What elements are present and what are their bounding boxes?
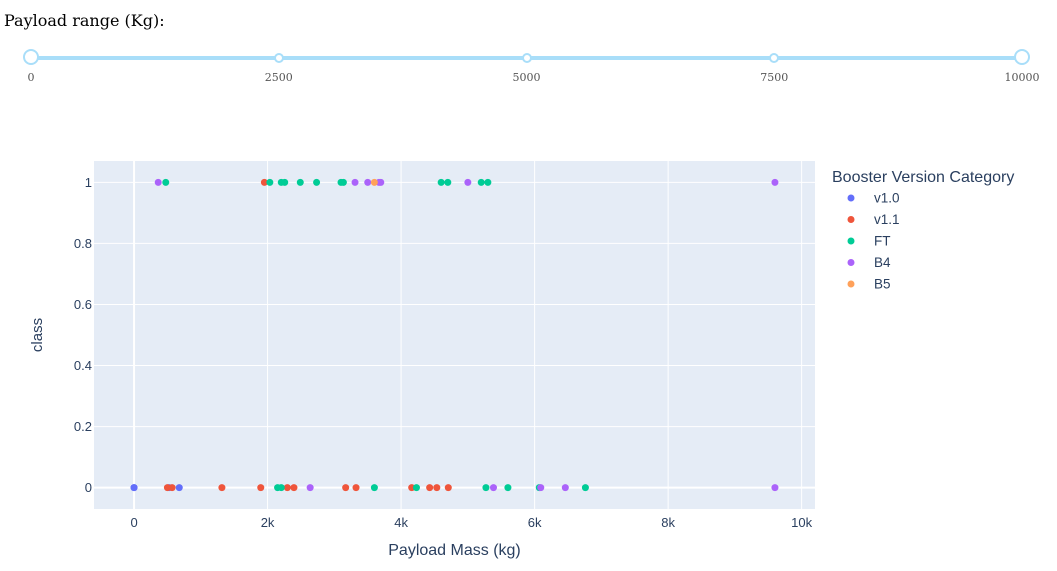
data-point [260, 178, 268, 186]
slider-mark-label[interactable]: 2500 [264, 71, 293, 84]
legend-marker [847, 259, 855, 266]
slider-mark-dot [521, 53, 532, 63]
data-point [257, 484, 265, 492]
legend-marker [847, 216, 855, 223]
slider-mark-label[interactable]: 0 [27, 71, 35, 84]
data-point [437, 178, 445, 186]
data-point [426, 484, 434, 492]
payload-range-label: Payload range (Kg): [4, 11, 165, 30]
data-point [412, 484, 420, 492]
data-point [464, 178, 472, 186]
data-point [165, 484, 173, 492]
data-point [535, 484, 543, 492]
series-b5 [370, 178, 378, 186]
data-point [351, 178, 359, 186]
data-point [342, 484, 350, 492]
y-tick-label: 0.8 [74, 236, 92, 251]
legend-item-label: B5 [874, 277, 891, 292]
data-point [408, 484, 416, 492]
data-point [277, 484, 285, 492]
data-point [771, 178, 779, 186]
legend: Booster Version Category v1.0 v1.1 FT B4 B5 [832, 169, 1014, 292]
data-point [771, 484, 779, 492]
data-point [561, 484, 569, 492]
data-point [489, 484, 497, 492]
data-point [482, 484, 490, 492]
data-point [337, 178, 345, 186]
legend-item-label: FT [874, 234, 891, 249]
data-point [175, 484, 183, 492]
data-point [274, 484, 282, 492]
data-point [290, 484, 298, 492]
data-point [266, 178, 274, 186]
series-ft [162, 178, 589, 492]
data-point [444, 484, 452, 492]
data-point [296, 178, 304, 186]
series-b4 [154, 178, 779, 492]
data-point [277, 178, 285, 186]
y-axis-title: class [29, 318, 46, 352]
data-point [504, 484, 512, 492]
data-point [130, 484, 138, 492]
data-point [352, 484, 360, 492]
slider-mark-label[interactable]: 5000 [512, 71, 541, 84]
y-tick-label: 0.2 [74, 419, 92, 434]
y-tick-label: 0 [85, 480, 92, 495]
x-tick-label: 6k [528, 515, 542, 530]
series-v1-1 [163, 178, 452, 492]
data-point [477, 178, 485, 186]
data-point [377, 178, 385, 186]
data-point [364, 178, 372, 186]
legend-marker [847, 194, 855, 202]
data-point [130, 484, 138, 492]
data-point [581, 484, 589, 492]
x-axis-title: Payload Mass (kg) [388, 542, 521, 559]
data-point [375, 178, 383, 186]
slider-mark-label[interactable]: 7500 [760, 71, 789, 84]
data-point [306, 484, 314, 492]
data-point [218, 484, 226, 492]
data-point [370, 484, 378, 492]
x-tick-label: 2k [261, 515, 275, 530]
legend-item-label: v1.1 [874, 212, 900, 227]
data-point [281, 178, 289, 186]
data-point [444, 178, 452, 186]
x-tick-label: 10k [791, 515, 812, 530]
plot-area [94, 161, 815, 509]
data-point [163, 484, 171, 492]
data-point [313, 178, 321, 186]
x-tick-label: 4k [394, 515, 408, 530]
slider-handle-low[interactable] [23, 49, 39, 65]
y-tick-label: 0.4 [74, 358, 92, 373]
x-tick-label: 8k [661, 515, 675, 530]
data-point [168, 484, 176, 492]
y-tick-label: 0.6 [74, 297, 92, 312]
payload-range-slider[interactable]: 0 2500 5000 7500 10000 [0, 40, 1057, 90]
y-tick-label: 1 [85, 175, 92, 190]
data-point [537, 484, 545, 492]
series-v1-0 [130, 484, 183, 492]
slider-handle-high[interactable] [1014, 49, 1030, 65]
data-point [484, 178, 492, 186]
legend-marker [847, 280, 855, 288]
data-point [162, 178, 170, 186]
legend-item-label: v1.0 [874, 191, 900, 206]
legend-marker [847, 237, 855, 245]
slider-mark-dot [273, 53, 284, 63]
slider-mark-label[interactable]: 10000 [1004, 71, 1040, 84]
slider-mark-dot [769, 53, 780, 63]
data-point [283, 484, 291, 492]
x-tick-label: 0 [130, 515, 137, 530]
data-point [370, 178, 378, 186]
data-point [154, 178, 162, 186]
legend-title: Booster Version Category [832, 169, 1014, 186]
data-point [339, 178, 347, 186]
data-point [433, 484, 441, 492]
legend-item-label: B4 [874, 255, 891, 270]
